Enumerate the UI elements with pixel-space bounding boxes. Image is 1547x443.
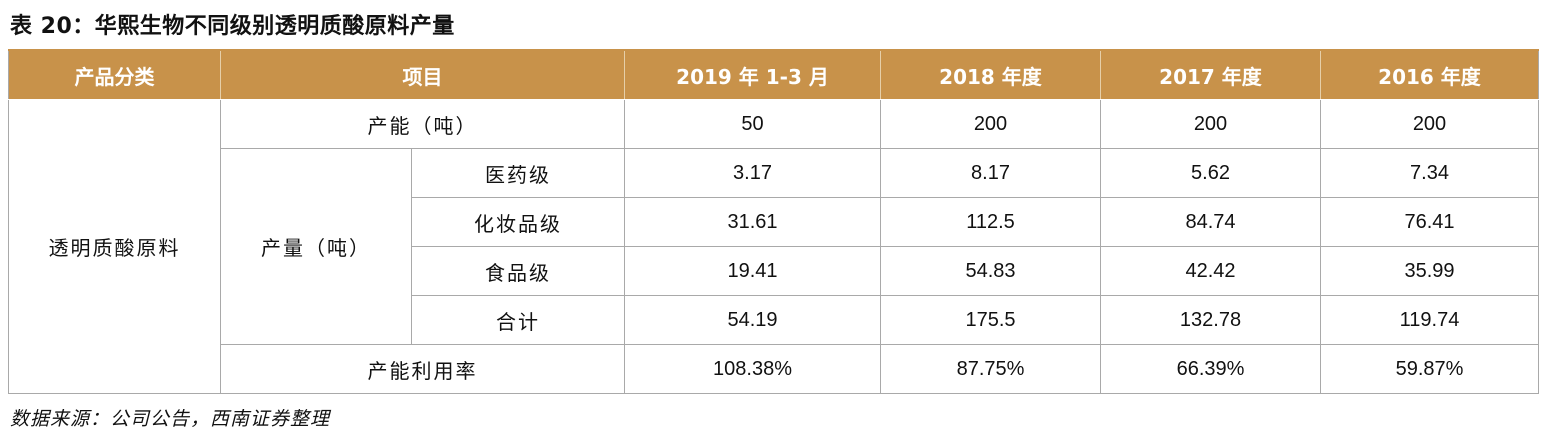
table-row: 合计 54.19 175.5 132.78 119.74 — [9, 295, 1539, 345]
utilization-value: 87.75% — [880, 344, 1101, 394]
output-subcategory: 食品级 — [411, 246, 625, 296]
table-title: 表 20：华熙生物不同级别透明质酸原料产量 — [10, 14, 455, 39]
table-row: 产能利用率 108.38% 87.75% 66.39% 59.87% — [9, 344, 1539, 394]
output-value: 35.99 — [1320, 246, 1539, 296]
production-table: 产品分类 项目 2019 年 1-3 月 2018 年度 2017 年度 201… — [8, 49, 1539, 394]
header-2019q1: 2019 年 1-3 月 — [624, 49, 881, 100]
header-item: 项目 — [220, 49, 625, 100]
output-value: 84.74 — [1100, 197, 1321, 247]
category-cell: 透明质酸原料 — [8, 99, 221, 394]
output-label: 产量（吨） — [220, 148, 412, 345]
output-value: 132.78 — [1100, 295, 1321, 345]
capacity-value: 200 — [1100, 99, 1321, 149]
table-row: 食品级 19.41 54.83 42.42 35.99 — [9, 246, 1539, 296]
output-value: 5.62 — [1100, 148, 1321, 198]
output-value: 112.5 — [880, 197, 1101, 247]
header-2017: 2017 年度 — [1100, 49, 1321, 100]
header-category: 产品分类 — [8, 49, 221, 100]
capacity-value: 200 — [880, 99, 1101, 149]
table-row: 产量（吨） 医药级 3.17 8.17 5.62 7.34 — [9, 148, 1539, 345]
utilization-value: 59.87% — [1320, 344, 1539, 394]
header-2018: 2018 年度 — [880, 49, 1101, 100]
header-row: 产品分类 项目 2019 年 1-3 月 2018 年度 2017 年度 201… — [8, 49, 1539, 100]
capacity-value: 50 — [624, 99, 881, 149]
capacity-value: 200 — [1320, 99, 1539, 149]
output-subcategory: 合计 — [411, 295, 625, 345]
output-value: 8.17 — [880, 148, 1101, 198]
output-subcategory: 化妆品级 — [411, 197, 625, 247]
source-note: 数据来源：公司公告，西南证券整理 — [10, 408, 331, 430]
table-row: 透明质酸原料 产能（吨） 50 200 200 200 — [8, 99, 1539, 394]
output-value: 175.5 — [880, 295, 1101, 345]
output-value: 19.41 — [624, 246, 881, 296]
output-value: 54.19 — [624, 295, 881, 345]
output-value: 119.74 — [1320, 295, 1539, 345]
header-2016: 2016 年度 — [1320, 49, 1539, 100]
output-subcategory: 医药级 — [411, 148, 625, 198]
utilization-label: 产能利用率 — [220, 344, 625, 394]
output-value: 54.83 — [880, 246, 1101, 296]
utilization-value: 66.39% — [1100, 344, 1321, 394]
table-row: 化妆品级 31.61 112.5 84.74 76.41 — [9, 197, 1539, 247]
output-value: 31.61 — [624, 197, 881, 247]
capacity-label: 产能（吨） — [220, 99, 625, 149]
output-value: 3.17 — [624, 148, 881, 198]
output-value: 7.34 — [1320, 148, 1539, 198]
utilization-value: 108.38% — [624, 344, 881, 394]
output-value: 76.41 — [1320, 197, 1539, 247]
output-value: 42.42 — [1100, 246, 1321, 296]
